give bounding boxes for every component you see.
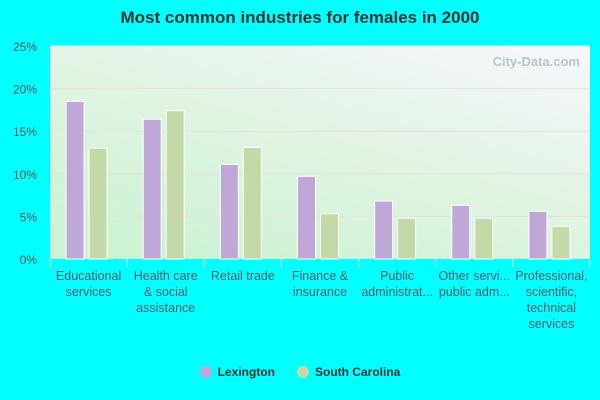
x-tick-label: Other servi... bbox=[439, 269, 511, 283]
x-tick-label: insurance bbox=[293, 285, 347, 299]
x-tick-label: technical bbox=[527, 301, 576, 315]
bar-lexington bbox=[142, 118, 162, 260]
y-tick-label: 20% bbox=[13, 83, 37, 97]
bar-lexington bbox=[219, 163, 239, 260]
x-tick-label: Professional, bbox=[515, 269, 587, 283]
legend-swatch bbox=[296, 366, 309, 378]
legend-label: Lexington bbox=[217, 365, 275, 379]
x-tick-label: Finance & bbox=[292, 269, 349, 283]
x-tick-label: services bbox=[66, 285, 112, 299]
watermark: City-Data.com bbox=[493, 54, 580, 69]
bar-lexington bbox=[451, 204, 471, 260]
bar-south-carolina bbox=[474, 217, 494, 260]
bar-lexington bbox=[65, 100, 85, 260]
x-tick-label: Retail trade bbox=[211, 269, 275, 283]
x-tick-label: public adm... bbox=[439, 285, 510, 299]
bar-lexington bbox=[528, 210, 548, 260]
x-tick-label: services bbox=[529, 317, 575, 331]
bar-south-carolina bbox=[88, 147, 108, 260]
y-tick-label: 25% bbox=[13, 40, 37, 54]
x-tick-label: scientific, bbox=[526, 285, 577, 299]
bar-lexington bbox=[297, 175, 316, 260]
x-tick-label: Educational bbox=[56, 269, 121, 283]
bar-lexington bbox=[374, 200, 394, 260]
chart-title: Most common industries for females in 20… bbox=[120, 8, 480, 27]
bar-south-carolina bbox=[320, 213, 339, 260]
legend-item-lexington[interactable]: Lexington bbox=[199, 365, 275, 379]
bar-south-carolina bbox=[551, 226, 571, 260]
bar-south-carolina bbox=[242, 146, 262, 260]
y-tick-label: 0% bbox=[20, 253, 38, 267]
legend-label: South Carolina bbox=[314, 365, 401, 379]
x-tick-label: assistance bbox=[136, 301, 195, 315]
x-tick-label: Health care bbox=[134, 269, 198, 283]
x-tick-label: Public bbox=[380, 269, 414, 283]
legend: Lexington South Carolina bbox=[0, 365, 600, 379]
bar-south-carolina bbox=[397, 217, 417, 260]
y-tick-label: 15% bbox=[13, 125, 37, 139]
x-tick-label: administrat... bbox=[361, 285, 433, 299]
x-tick-label: & social bbox=[144, 285, 188, 299]
y-tick-label: 10% bbox=[13, 168, 37, 182]
y-tick-label: 5% bbox=[20, 210, 38, 224]
legend-item-south-carolina[interactable]: South Carolina bbox=[296, 365, 401, 379]
legend-swatch bbox=[199, 366, 212, 378]
bar-south-carolina bbox=[165, 110, 185, 260]
